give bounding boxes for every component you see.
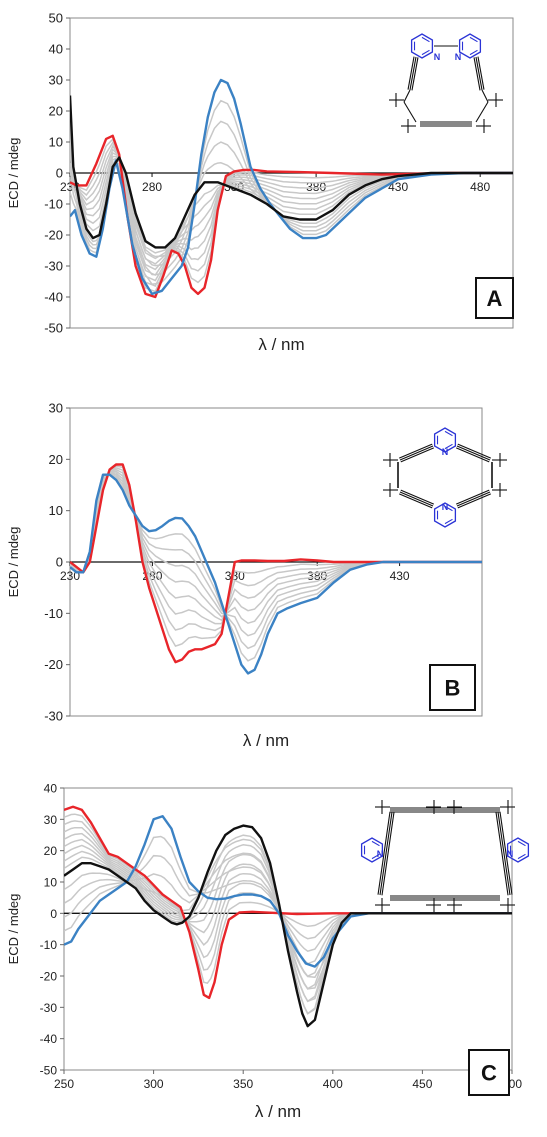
series-black <box>64 824 512 1028</box>
tert-butyl-group <box>488 93 503 107</box>
tert-butyl-group <box>426 898 441 912</box>
nitrogen-label: N <box>434 52 441 62</box>
series-red <box>70 134 513 299</box>
nitrogen-label: N <box>507 849 514 859</box>
panel-label: C <box>481 1061 497 1086</box>
pyridine-ring <box>410 33 434 59</box>
x-tick-label: 250 <box>54 1077 74 1091</box>
plot-area <box>70 463 482 675</box>
pyridine-ring <box>458 33 482 59</box>
x-tick-label: 280 <box>142 180 162 194</box>
y-tick-label: 20 <box>44 844 58 858</box>
y-tick-label: 40 <box>49 42 63 57</box>
panel-label: B <box>445 676 461 701</box>
y-tick-label: 0 <box>50 907 57 921</box>
y-tick-label: 10 <box>49 135 63 150</box>
tert-butyl-group <box>492 453 507 467</box>
series-blue <box>70 78 513 296</box>
y-tick-label: -20 <box>44 228 63 243</box>
pyridine-ring <box>360 837 384 863</box>
tert-butyl-group <box>375 800 390 814</box>
y-tick-label: -30 <box>40 1001 58 1015</box>
pyridine-ring <box>433 427 457 453</box>
y-tick-label: -40 <box>44 290 63 305</box>
y-tick-label: 10 <box>49 503 63 518</box>
tert-butyl-group <box>492 483 507 497</box>
series-black <box>70 95 513 249</box>
y-tick-label: -50 <box>40 1064 58 1078</box>
tert-butyl-group <box>401 119 416 133</box>
x-tick-label: 430 <box>388 180 408 194</box>
tert-butyl-group <box>447 898 462 912</box>
y-tick-label: 20 <box>49 452 63 467</box>
y-tick-label: 10 <box>44 876 58 890</box>
tert-butyl-group <box>476 119 491 133</box>
pyridine-ring <box>506 837 530 863</box>
series-blue <box>64 815 512 968</box>
y-tick-label: 40 <box>44 782 58 796</box>
tert-butyl-group <box>375 898 390 912</box>
nitrogen-label: N <box>442 502 449 512</box>
panel-label: A <box>487 286 503 311</box>
nitrogen-label: N <box>377 849 384 859</box>
y-tick-label: -40 <box>40 1032 58 1046</box>
y-tick-label: -20 <box>40 970 58 984</box>
y-tick-label: 0 <box>56 166 63 181</box>
y-tick-label: 30 <box>44 813 58 827</box>
y-tick-label: 20 <box>49 104 63 119</box>
tert-butyl-group <box>383 453 398 467</box>
y-tick-label: -10 <box>40 938 58 952</box>
intermediate-spectrum <box>64 813 512 984</box>
molecule-structure: NN <box>383 427 507 528</box>
x-tick-label: 480 <box>470 180 490 194</box>
x-axis-label: λ / nm <box>258 335 304 354</box>
intermediate-spectrum <box>70 119 513 258</box>
nitrogen-label: N <box>442 447 449 457</box>
panel-label-box <box>429 664 476 711</box>
x-tick-label: 450 <box>412 1077 432 1091</box>
x-tick-label: 300 <box>144 1077 164 1091</box>
y-tick-label: 30 <box>49 73 63 88</box>
y-tick-label: 0 <box>56 555 63 570</box>
y-axis-label: ECD / mdeg <box>6 894 21 965</box>
panel-label-box <box>468 1049 510 1096</box>
y-tick-label: 50 <box>49 11 63 26</box>
plot-frame <box>63 787 513 1071</box>
y-tick-label: -10 <box>44 197 63 212</box>
tert-butyl-group <box>500 800 515 814</box>
plot-area <box>64 805 512 1028</box>
x-tick-label: 430 <box>390 569 410 583</box>
tert-butyl-group <box>383 483 398 497</box>
series-blue <box>70 473 482 675</box>
y-axis-label: ECD / mdeg <box>6 527 21 598</box>
x-tick-label: 400 <box>323 1077 343 1091</box>
y-tick-label: -30 <box>44 709 63 724</box>
pyridine-ring <box>433 502 457 528</box>
y-tick-label: -50 <box>44 321 63 336</box>
y-tick-label: -20 <box>44 657 63 672</box>
tert-butyl-group <box>389 93 404 107</box>
x-axis-label: λ / nm <box>243 731 289 750</box>
panel-label-box <box>475 277 514 319</box>
plot-area <box>70 78 513 299</box>
y-tick-label: 30 <box>49 401 63 416</box>
nitrogen-label: N <box>455 52 462 62</box>
y-tick-label: -30 <box>44 259 63 274</box>
x-axis-label: λ / nm <box>255 1102 301 1121</box>
series-red <box>64 805 512 1000</box>
series-red <box>70 463 482 664</box>
y-tick-label: -10 <box>44 606 63 621</box>
tert-butyl-group <box>500 898 515 912</box>
y-axis-label: ECD / mdeg <box>6 138 21 209</box>
x-tick-label: 350 <box>233 1077 253 1091</box>
